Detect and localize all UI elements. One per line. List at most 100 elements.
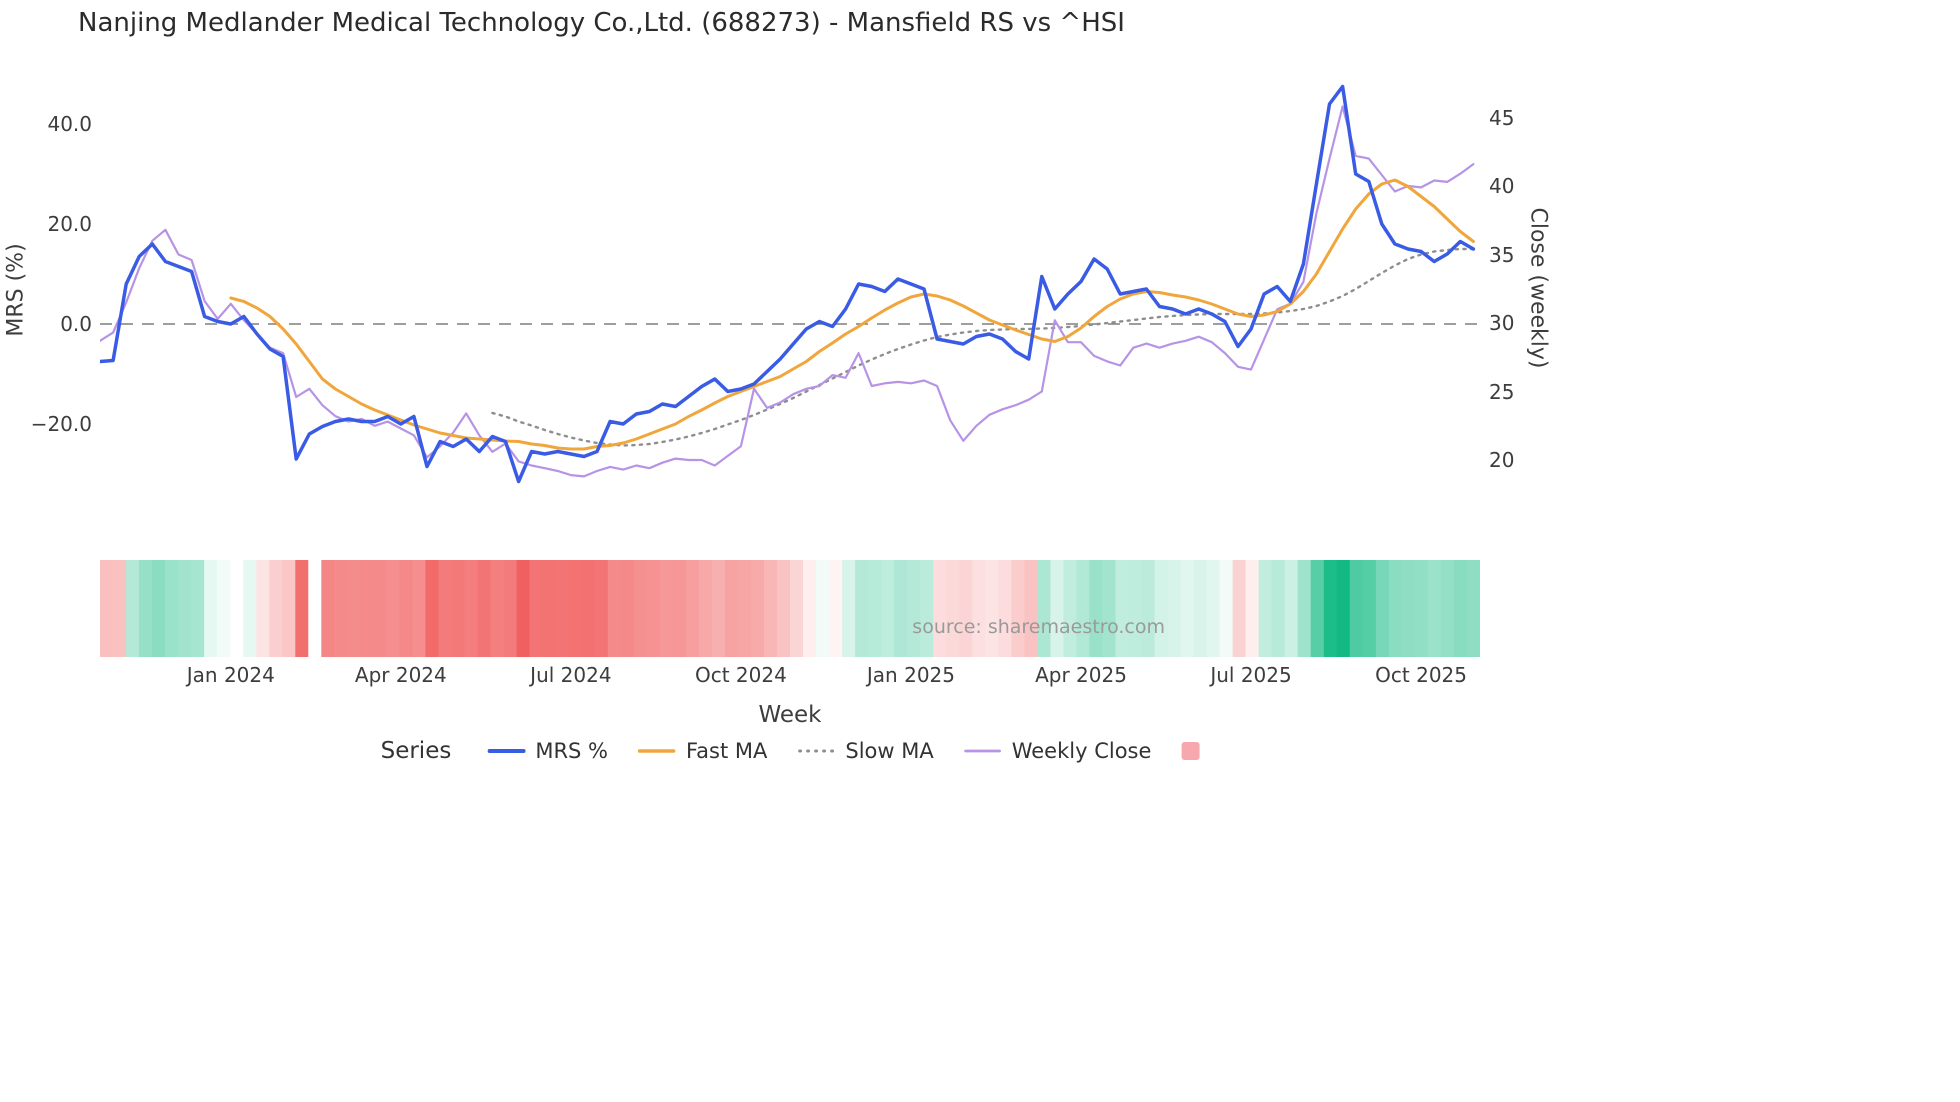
heatmap-cell [594, 560, 609, 657]
legend-title: Series [380, 738, 452, 764]
x-tick-label: Apr 2025 [1035, 663, 1127, 687]
heatmap-cell [985, 560, 999, 657]
heatmap-cell [1232, 560, 1247, 657]
heatmap-cell [256, 560, 270, 657]
heatmap-cell [1050, 560, 1064, 657]
legend-line-sample [797, 749, 835, 753]
heatmap-cell [1193, 560, 1207, 657]
heatmap-cell [412, 560, 426, 657]
heatmap-cell [1323, 560, 1338, 657]
heatmap-cell [425, 560, 439, 657]
y-left-tick-label: −20.0 [30, 412, 92, 436]
heatmap-cell [503, 560, 517, 657]
legend-item-label: MRS % [535, 739, 608, 763]
chart-title: Nanjing Medlander Medical Technology Co.… [78, 8, 1125, 38]
mrs-line-chart [100, 84, 1480, 484]
heatmap-cell [490, 560, 504, 657]
series-line-weekly-close [100, 105, 1475, 478]
heatmap-cell [1011, 560, 1025, 657]
x-tick-label: Jan 2025 [866, 663, 955, 687]
heatmap-cell [529, 560, 544, 657]
heatmap-cell [881, 560, 895, 657]
y-right-tick-label: 20 [1489, 448, 1515, 472]
heatmap-cell [451, 560, 465, 657]
heatmap-cell [581, 560, 596, 657]
heatmap-cell [646, 560, 661, 657]
heatmap-cell [803, 560, 817, 657]
heatmap-cell [1141, 560, 1155, 657]
y-left-tick-label: 20.0 [47, 212, 92, 236]
y-axis-right-label: Close (weekly) [1525, 207, 1551, 369]
heatmap-cell [230, 560, 244, 657]
x-tick-label: Jul 2025 [1210, 663, 1292, 687]
y-right-tick-label: 25 [1489, 379, 1515, 404]
heatmap-cell [1284, 560, 1299, 657]
legend-line-sample [487, 749, 526, 753]
heatmap-cell [1219, 560, 1234, 657]
heatmap-cell [269, 560, 283, 657]
heatmap-cell [360, 560, 374, 657]
heatmap-cell [282, 560, 296, 657]
heatmap-cell [763, 560, 778, 657]
legend-heatmap-swatch [1181, 742, 1200, 760]
heatmap-cell [295, 560, 309, 657]
heatmap-cell [1440, 560, 1455, 657]
heatmap-cell [894, 560, 908, 657]
heatmap-cell [334, 560, 348, 657]
x-axis-label: Week [758, 702, 822, 728]
heatmap-cell [1297, 560, 1312, 657]
legend-item-label: Slow MA [845, 739, 934, 763]
chart-figure: Nanjing Medlander Medical Technology Co.… [3, 8, 1551, 764]
heatmap-cell [737, 560, 752, 657]
y-left-tick-label: 40.0 [47, 112, 92, 136]
x-tick-label: Apr 2024 [354, 663, 447, 687]
legend-item-label: Fast MA [686, 739, 768, 763]
y-axis-left-label: MRS (%) [3, 243, 29, 337]
heatmap-cell [464, 560, 478, 657]
heatmap-cell [959, 560, 973, 657]
series-line-fast-ma [229, 178, 1475, 451]
heatmap-cell [1154, 560, 1168, 657]
heatmap-cell [790, 560, 804, 657]
legend-item-label: Weekly Close [1011, 739, 1152, 763]
heatmap-cell [1167, 560, 1181, 657]
heatmap-cell [1180, 560, 1194, 657]
heatmap-cell [659, 560, 674, 657]
heatmap-cell [373, 560, 387, 657]
heatmap-cell [1245, 560, 1260, 657]
series-line-mrs- [100, 84, 1476, 484]
heatmap-cell [139, 560, 153, 657]
heatmap-cell [1076, 560, 1090, 657]
legend-item-weekly-close: Weekly Close [964, 739, 1152, 763]
heatmap-cell [972, 560, 986, 657]
heatmap-cell [1102, 560, 1116, 657]
heatmap-cell [1336, 560, 1351, 657]
heatmap-cell [438, 560, 452, 657]
heatmap-cell [347, 560, 361, 657]
heatmap-cell [1375, 560, 1390, 657]
heatmap-cell [1258, 560, 1273, 657]
heatmap-cell [855, 560, 869, 657]
x-tick-label: Oct 2024 [694, 663, 787, 687]
heatmap-cell [1037, 560, 1051, 657]
heatmap-cell [711, 560, 726, 657]
heatmap-cell [842, 560, 856, 657]
y-right-tick-label: 30 [1489, 311, 1515, 335]
heatmap-cell [698, 560, 713, 657]
heatmap-cell [308, 560, 322, 657]
heatmap-cell [191, 560, 205, 657]
heatmap-cell [1063, 560, 1077, 657]
legend: Series MRS % Fast MA Slow MA Weekly Close [381, 738, 1200, 764]
legend-line-sample [964, 749, 1002, 753]
heatmap-cell [477, 560, 491, 657]
legend-item-slow-ma: Slow MA [797, 739, 934, 763]
legend-line-sample [638, 749, 676, 753]
legend-item-fast-ma: Fast MA [638, 739, 767, 763]
heatmap-cell [126, 560, 140, 657]
y-right-tick-label: 45 [1489, 105, 1515, 130]
heatmap-cell [1388, 560, 1403, 657]
heatmap-cell [1466, 560, 1480, 657]
heatmap-cell [1427, 560, 1442, 657]
heatmap-cell [672, 560, 687, 657]
heatmap-cell [217, 560, 231, 657]
